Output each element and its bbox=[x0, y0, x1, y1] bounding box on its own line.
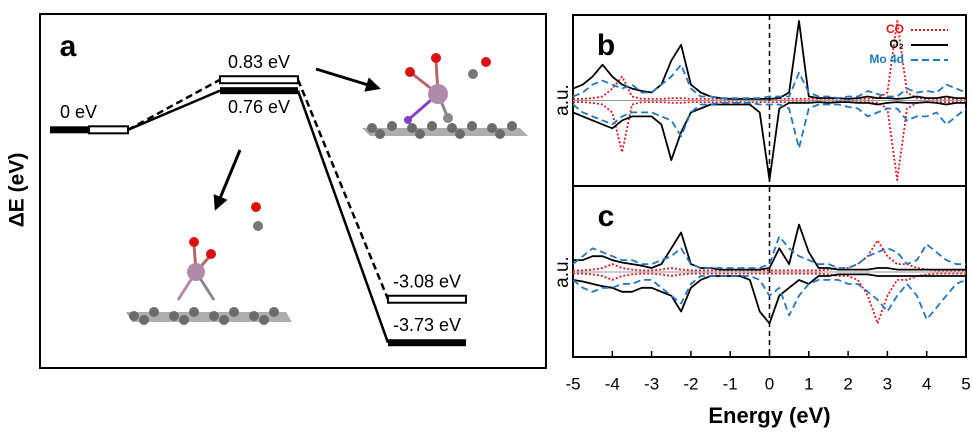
structure-upper bbox=[362, 53, 528, 139]
connector bbox=[298, 80, 388, 300]
figure: a ΔE (eV) 0 eV 0.83 eV -3.08 eV 0.76 eV -3.73 … bbox=[0, 0, 972, 434]
connector bbox=[128, 80, 220, 130]
energy-level bbox=[89, 126, 128, 133]
x-tick-label: -2 bbox=[683, 374, 698, 393]
x-tick-label: -4 bbox=[605, 374, 620, 393]
x-tick-label: 0 bbox=[765, 374, 774, 393]
panel-label: c bbox=[598, 200, 615, 233]
x-tick-label: -5 bbox=[565, 374, 580, 393]
x-tick-label: 4 bbox=[922, 374, 931, 393]
level-label: -3.08 eV bbox=[393, 271, 461, 291]
x-tick-label: 5 bbox=[961, 374, 970, 393]
energy-level bbox=[388, 296, 466, 303]
legend-label: CO bbox=[886, 22, 904, 36]
y-axis-label: a.u. bbox=[552, 256, 573, 288]
structure-lower bbox=[126, 202, 292, 325]
arrow bbox=[216, 150, 240, 208]
panel-a-frame bbox=[40, 14, 546, 368]
arrow bbox=[316, 69, 378, 88]
energy-level bbox=[50, 126, 89, 133]
x-tick-label: 2 bbox=[843, 374, 852, 393]
level-label: 0.76 eV bbox=[228, 97, 290, 117]
panel-label: a bbox=[60, 30, 77, 63]
connector bbox=[128, 91, 220, 130]
legend-label: Mo 4d bbox=[869, 52, 904, 66]
level-label: -3.73 eV bbox=[393, 315, 461, 335]
x-axis-label: Energy (eV) bbox=[708, 403, 830, 428]
x-tick-label: -1 bbox=[723, 374, 738, 393]
level-label: 0.83 eV bbox=[228, 52, 290, 72]
level-label: 0 eV bbox=[60, 102, 97, 122]
y-axis-label: ΔE (eV) bbox=[6, 153, 29, 228]
energy-level bbox=[388, 339, 466, 346]
x-tick-label: 1 bbox=[804, 374, 813, 393]
x-tick-label: 3 bbox=[883, 374, 892, 393]
panel-label: b bbox=[597, 29, 615, 62]
energy-level bbox=[220, 87, 298, 94]
y-axis-label: a.u. bbox=[552, 84, 573, 116]
x-tick-label: -3 bbox=[644, 374, 659, 393]
legend-label: O₂ bbox=[889, 37, 904, 51]
energy-level bbox=[220, 76, 298, 83]
